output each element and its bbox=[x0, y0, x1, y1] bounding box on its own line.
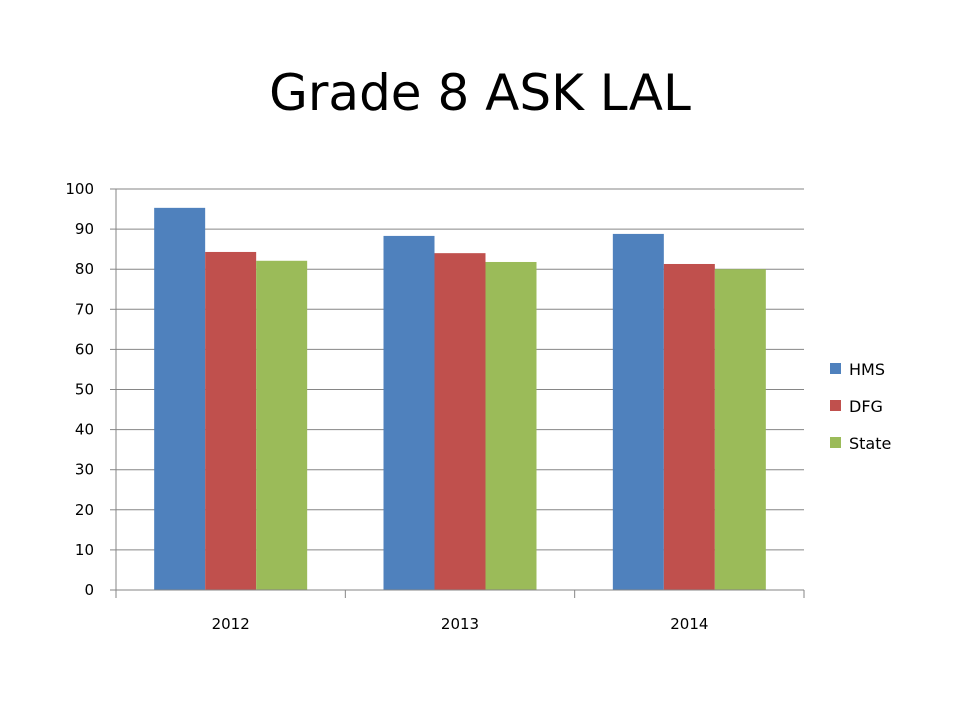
legend-label-dfg: DFG bbox=[849, 397, 883, 416]
y-tick-labels: 0 10 20 30 40 50 60 70 80 90 100 bbox=[65, 180, 94, 599]
y-tick-label: 80 bbox=[75, 260, 94, 278]
y-tick-label: 60 bbox=[75, 340, 94, 358]
bar-hms-2013 bbox=[383, 235, 435, 591]
bar-state-2012 bbox=[256, 260, 308, 590]
slide-title: Grade 8 ASK LAL bbox=[269, 64, 691, 122]
y-tick-label: 40 bbox=[75, 421, 94, 439]
bar-dfg-2013 bbox=[434, 253, 486, 590]
legend-label-state: State bbox=[849, 434, 891, 453]
legend: HMS DFG State bbox=[830, 360, 891, 453]
y-tick-label: 30 bbox=[75, 461, 94, 479]
x-tick-label: 2014 bbox=[670, 615, 708, 633]
legend-swatch-dfg bbox=[830, 400, 841, 411]
bar-dfg-2014 bbox=[663, 263, 715, 590]
legend-swatch-state bbox=[830, 437, 841, 448]
legend-label-hms: HMS bbox=[849, 360, 885, 379]
x-tick-label: 2013 bbox=[441, 615, 479, 633]
bar-hms-2014 bbox=[612, 233, 664, 591]
y-tick-label: 0 bbox=[84, 581, 94, 599]
y-tick-label: 70 bbox=[75, 300, 94, 318]
y-tick-label: 50 bbox=[75, 381, 94, 399]
bar-hms-2012 bbox=[154, 207, 206, 591]
bars bbox=[154, 207, 766, 591]
axes bbox=[110, 188, 805, 598]
bar-dfg-2012 bbox=[205, 251, 257, 590]
y-tick-label: 20 bbox=[75, 501, 94, 519]
y-tick-label: 90 bbox=[75, 220, 94, 238]
x-tick-label: 2012 bbox=[212, 615, 250, 633]
y-tick-label: 10 bbox=[75, 541, 94, 559]
legend-swatch-hms bbox=[830, 363, 841, 374]
bar-state-2014 bbox=[714, 269, 766, 590]
bar-state-2013 bbox=[485, 261, 537, 590]
y-tick-label: 100 bbox=[65, 180, 94, 198]
x-tick-labels: 2012 2013 2014 bbox=[212, 615, 709, 633]
